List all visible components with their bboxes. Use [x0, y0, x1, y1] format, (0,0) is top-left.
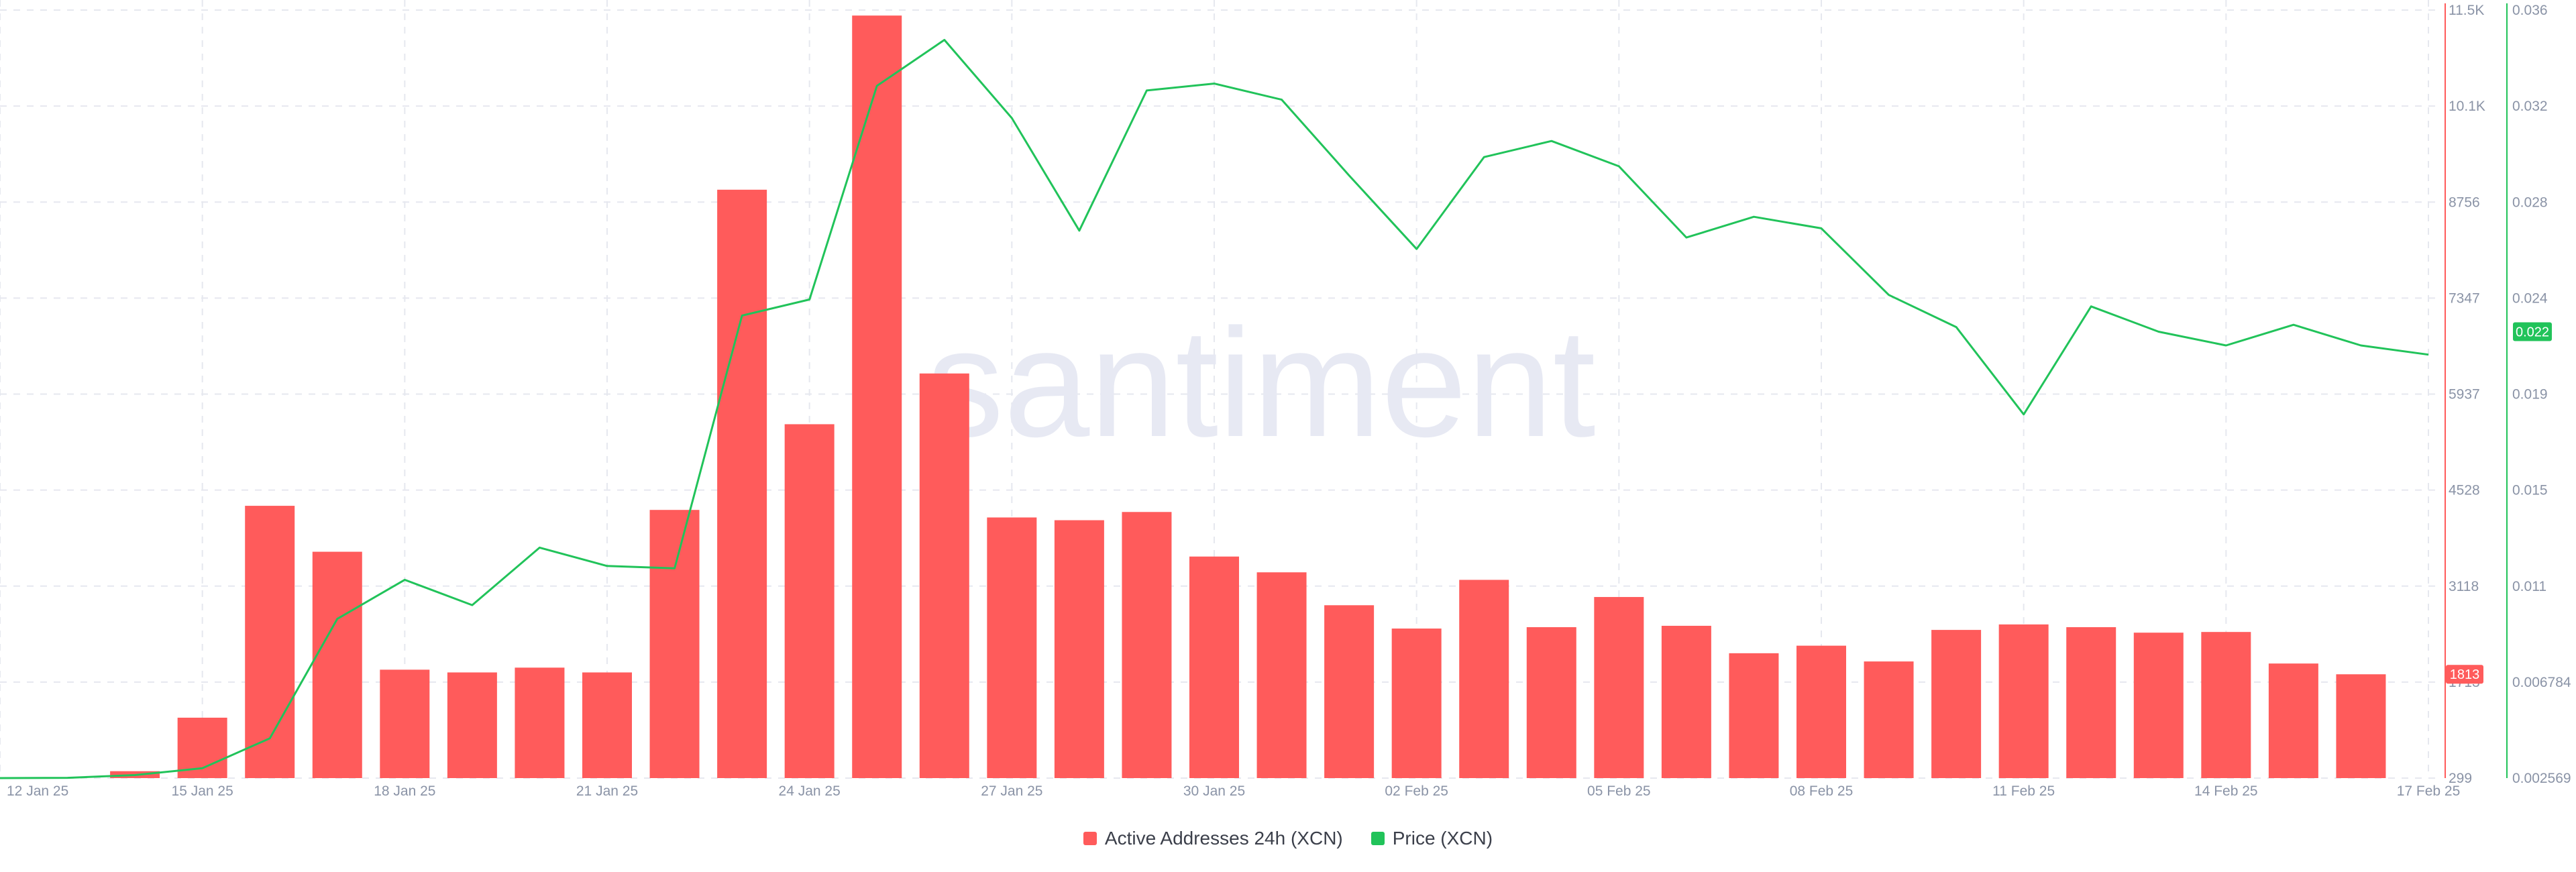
bar-active-addresses [717, 189, 767, 778]
bar-active-addresses [515, 667, 565, 778]
y-axis-right-ticks: 0.002569 0.006784 0.011 0.015 0.019 0.024 0.02… [2512, 3, 2571, 786]
y-right-tick-label: 0.028 [2512, 195, 2548, 210]
x-tick-label: 17 Feb 25 [2397, 783, 2461, 799]
y-left-tick-label: 7347 [2449, 290, 2480, 306]
x-tick-label: 11 Feb 25 [1992, 783, 2055, 799]
x-tick-label: 15 Jan 25 [172, 783, 233, 799]
y-right-tick-label: 0.002569 [2512, 771, 2571, 786]
x-tick-label: 24 Jan 25 [779, 783, 841, 799]
legend-item-active-addresses[interactable]: Active Addresses 24h (XCN) [1083, 828, 1343, 849]
y-left-tick-label: 10.1K [2449, 99, 2485, 114]
bar-active-addresses [2201, 632, 2251, 778]
y-right-tick-label: 0.032 [2512, 99, 2548, 114]
bar-active-addresses [1594, 597, 1644, 778]
bar-active-addresses [1189, 556, 1239, 778]
x-axis-ticks: 12 Jan 25 15 Jan 25 18 Jan 25 21 Jan 25 24 J… [7, 783, 2460, 799]
legend-swatch-active-addresses [1083, 832, 1097, 845]
x-tick-label: 21 Jan 25 [576, 783, 638, 799]
bar-active-addresses [1931, 630, 1982, 778]
legend-label-price: Price (XCN) [1392, 828, 1493, 849]
bar-active-addresses [2066, 627, 2116, 778]
legend: Active Addresses 24h (XCN) Price (XCN) [0, 825, 2576, 852]
y-right-tick-label: 0.024 [2512, 290, 2548, 306]
bar-active-addresses [987, 517, 1037, 778]
y-right-tick-label: 0.011 [2512, 579, 2546, 594]
last-value-badge-price [2513, 322, 2552, 341]
bar-active-addresses [919, 373, 969, 778]
x-tick-label: 14 Feb 25 [2194, 783, 2258, 799]
y-left-tick-label: 5937 [2449, 387, 2480, 402]
bar-active-addresses [1661, 625, 1711, 778]
active-addresses-bars [110, 15, 2386, 778]
value-badges: 1813 0.022 [2446, 322, 2552, 684]
bar-active-addresses [1796, 645, 1846, 778]
bar-active-addresses [1054, 520, 1104, 778]
legend-item-price[interactable]: Price (XCN) [1371, 828, 1493, 849]
bar-active-addresses [649, 510, 700, 778]
last-value-badge-active-addresses-text: 1813 [2450, 667, 2480, 682]
legend-label-active-addresses: Active Addresses 24h (XCN) [1104, 828, 1343, 849]
x-tick-label: 12 Jan 25 [7, 783, 68, 799]
y-right-tick-label: 0.015 [2512, 483, 2548, 498]
bar-active-addresses [1324, 605, 1375, 778]
bar-active-addresses [312, 551, 362, 778]
bar-active-addresses [2268, 663, 2318, 778]
legend-swatch-price [1371, 832, 1385, 845]
x-tick-label: 02 Feb 25 [1385, 783, 1448, 799]
axes [2445, 3, 2508, 778]
bar-active-addresses [1391, 629, 1442, 778]
y-left-tick-label: 3118 [2449, 579, 2479, 594]
price-line-group [0, 39, 2429, 779]
bar-active-addresses [380, 669, 430, 778]
last-value-badge-price-text: 0.022 [2516, 325, 2549, 339]
bar-active-addresses [784, 424, 835, 778]
price-line [0, 39, 2429, 779]
bar-active-addresses [852, 15, 902, 778]
x-tick-label: 30 Jan 25 [1183, 783, 1245, 799]
y-left-tick-label: 4528 [2449, 483, 2480, 498]
y-left-tick-label: 8756 [2449, 195, 2480, 210]
bar-active-addresses [1864, 661, 1914, 778]
y-right-tick-label: 0.019 [2512, 387, 2548, 402]
x-tick-label: 08 Feb 25 [1790, 783, 1854, 799]
bar-active-addresses [1729, 653, 1779, 778]
bar-active-addresses [1256, 572, 1307, 778]
bar-active-addresses [1998, 624, 2049, 778]
y-left-tick-label: 11.5K [2449, 3, 2484, 18]
x-tick-label: 05 Feb 25 [1587, 783, 1651, 799]
bar-active-addresses [2336, 674, 2386, 778]
y-right-tick-label: 0.006784 [2512, 675, 2571, 690]
bar-active-addresses [1122, 512, 1172, 778]
bar-active-addresses [2133, 633, 2184, 778]
x-tick-label: 18 Jan 25 [374, 783, 435, 799]
bar-active-addresses [582, 672, 632, 778]
bar-active-addresses [245, 506, 295, 778]
y-left-tick-label: 299 [2449, 771, 2472, 786]
last-value-badge-active-addresses [2446, 665, 2483, 684]
bar-active-addresses [1526, 627, 1576, 778]
bar-active-addresses [447, 672, 497, 778]
watermark-text: santiment [926, 296, 1595, 469]
x-tick-label: 27 Jan 25 [981, 783, 1042, 799]
bar-active-addresses [1459, 580, 1509, 778]
y-right-tick-label: 0.036 [2512, 3, 2548, 18]
